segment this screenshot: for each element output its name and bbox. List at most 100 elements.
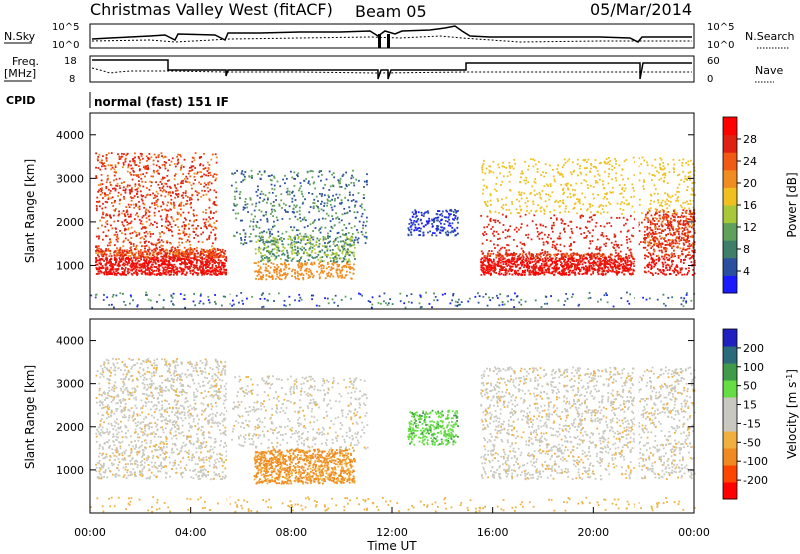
echo-cell [352, 169, 354, 172]
freq-label-2: [MHz] [4, 67, 36, 80]
echo-cell [646, 161, 648, 164]
echo-cell [101, 267, 103, 270]
echo-cell [149, 193, 152, 196]
echo-cell [153, 259, 156, 262]
echo-cell [200, 263, 203, 266]
echo-cell [151, 254, 154, 256]
echo-cell [110, 197, 113, 200]
echo-cell [203, 185, 206, 188]
echo-cell [595, 221, 598, 224]
echo-cell [578, 270, 581, 273]
echo-cell [591, 268, 594, 271]
echo-cell [535, 209, 538, 212]
echo-cell [140, 227, 143, 230]
echo-cell [551, 257, 554, 260]
echo-cell [115, 231, 118, 234]
echo-cell [523, 244, 526, 247]
echo-cell [140, 194, 143, 197]
echo-cell [483, 201, 486, 204]
echo-cell [283, 247, 286, 250]
echo-cell [337, 240, 340, 243]
echo-cell [117, 195, 119, 197]
echo-cell [543, 266, 546, 269]
echo-cell [157, 241, 160, 244]
echo-cell [148, 246, 151, 249]
echo-cell [570, 255, 573, 258]
echo-cell [684, 177, 687, 180]
echo-cell [183, 158, 186, 161]
echo-cell [616, 273, 618, 275]
echo-cell [320, 179, 322, 182]
echo-cell [528, 253, 531, 255]
echo-cell [192, 157, 195, 159]
echo-cell [235, 217, 238, 220]
echo-cell [242, 229, 245, 231]
echo-cell [109, 259, 111, 261]
echo-cell [282, 249, 285, 252]
echo-cell [138, 200, 140, 203]
echo-cell [494, 247, 496, 249]
echo-cell [255, 241, 258, 243]
echo-cell [520, 191, 523, 194]
echo-cell [277, 242, 279, 244]
echo-cell [246, 203, 249, 205]
echo-cell [630, 262, 633, 265]
echo-cell [148, 259, 151, 262]
echo-cell [555, 261, 558, 264]
echo-cell [182, 268, 185, 271]
echo-cell [497, 219, 499, 222]
echo-cell [181, 241, 184, 244]
echo-cell [161, 190, 164, 193]
echo-cell [456, 232, 459, 235]
echo-cell [343, 264, 346, 267]
echo-cell [297, 277, 299, 280]
echo-cell [354, 205, 356, 208]
echo-cell [269, 241, 272, 244]
echo-cell [137, 187, 140, 190]
echo-cell [642, 185, 645, 188]
echo-cell [167, 227, 170, 230]
echo-cell [260, 276, 263, 279]
echo-cell [353, 255, 356, 258]
echo-cell [256, 274, 259, 277]
echo-cell [155, 170, 158, 173]
power-data-layer [90, 114, 696, 309]
echo-cell [152, 233, 155, 235]
echo-cell [528, 262, 531, 265]
echo-cell [192, 227, 195, 230]
echo-cell [176, 246, 179, 249]
echo-cell [159, 264, 162, 267]
echo-cell [185, 240, 188, 243]
echo-cell [257, 188, 260, 191]
echo-cell [158, 165, 161, 168]
echo-cell [526, 268, 529, 271]
echo-cell [95, 250, 97, 252]
echo-cell [266, 259, 269, 262]
echo-cell [444, 220, 447, 222]
echo-cell [142, 226, 144, 229]
echo-cell [215, 274, 218, 276]
echo-cell [363, 186, 365, 188]
echo-cell [104, 165, 107, 168]
echo-cell [134, 270, 137, 273]
echo-cell [302, 201, 305, 204]
echo-cell [285, 259, 288, 262]
echo-cell [130, 269, 132, 272]
echo-cell [141, 245, 144, 248]
echo-cell [557, 164, 559, 167]
echo-cell [414, 223, 417, 226]
echo-cell [273, 271, 276, 274]
echo-cell [99, 193, 102, 196]
echo-cell [281, 217, 284, 220]
echo-cell [272, 240, 274, 242]
echo-cell [610, 261, 613, 264]
echo-cell [604, 272, 607, 275]
echo-cell [114, 199, 116, 202]
echo-cell [147, 268, 149, 270]
echo-cell [207, 183, 210, 186]
echo-cell [527, 168, 529, 171]
echo-cell [121, 232, 123, 235]
echo-cell [320, 259, 323, 262]
echo-cell [100, 271, 103, 274]
echo-cell [208, 234, 211, 237]
